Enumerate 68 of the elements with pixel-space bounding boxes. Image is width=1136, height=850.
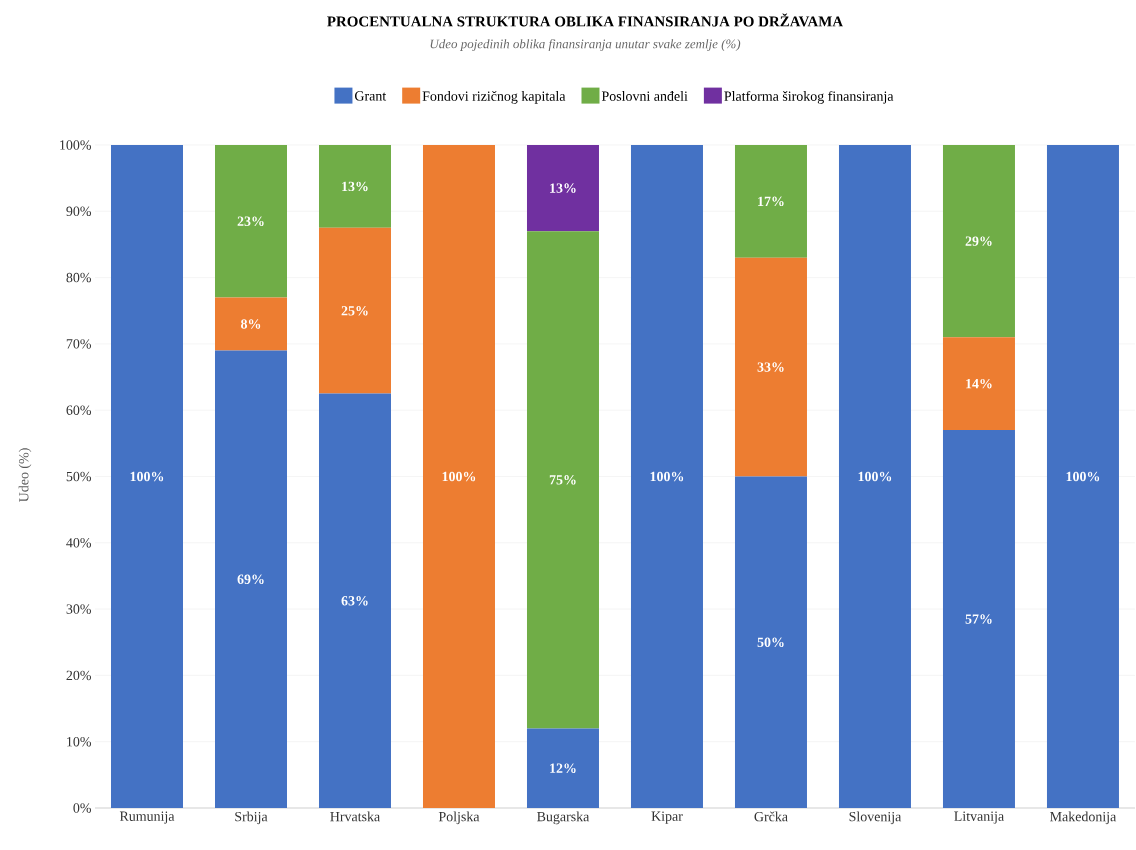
bar [942, 430, 1015, 808]
chart-title: PROCENTUALNA STRUKTURA OBLIKA FINANSIRANJA PO DRŽAVAMA [327, 13, 843, 27]
data-label: 57% [965, 614, 992, 624]
data-label: 100% [130, 471, 164, 482]
y-tick-label: 10% [67, 736, 91, 747]
bar [111, 144, 183, 808]
data-label: 13% [550, 183, 576, 193]
y-tick-label: 30% [66, 604, 91, 614]
legend-label: Grant [355, 91, 387, 101]
data-label: 100% [1066, 471, 1100, 482]
y-tick-label: 70% [66, 339, 91, 349]
legend-label: Fondovi rizičnog kapitala [422, 91, 566, 104]
chart-subtitle: Udeo pojedinih oblika finansiranja unutar svake zemlje (%) [430, 39, 741, 51]
bar [318, 227, 391, 394]
bar [734, 257, 807, 477]
bar [215, 297, 287, 351]
data-label: 33% [757, 362, 784, 372]
data-label: 25% [341, 306, 368, 316]
data-label: 100% [650, 471, 684, 482]
x-tick-label: Poljska [438, 811, 480, 825]
x-tick-label: Grčka [754, 811, 788, 822]
x-tick-label: Rumunija [119, 811, 175, 824]
data-label: 50% [757, 637, 784, 647]
data-label: 100% [442, 471, 476, 482]
data-label: 8% [241, 319, 261, 329]
y-axis-title: Udeo (%) [18, 448, 32, 502]
x-tick-label: Hrvatska [330, 811, 380, 822]
bar [526, 728, 599, 808]
legend-label: Platforma širokog finansiranja [724, 90, 894, 104]
y-tick-label: 90% [66, 206, 91, 217]
x-tick-label: Slovenija [849, 811, 902, 825]
bar [734, 476, 807, 808]
bar [318, 393, 391, 808]
x-tick-label: Kipar [651, 811, 683, 824]
bar [215, 144, 287, 298]
data-label: 13% [342, 181, 368, 192]
bar [838, 144, 911, 808]
x-tick-label: Litvanija [954, 811, 1004, 824]
data-label: 69% [237, 574, 264, 584]
bar [422, 144, 495, 808]
y-tick-label: 40% [66, 538, 91, 548]
data-label: 12% [550, 763, 576, 773]
bar [734, 144, 807, 258]
x-tick-label: Bugarska [537, 811, 590, 825]
bar [1046, 144, 1119, 808]
data-label: 17% [758, 196, 784, 207]
y-tick-label: 100% [60, 140, 91, 150]
legend-label: Poslovni anđeli [601, 91, 688, 101]
bar [526, 231, 599, 729]
data-label: 63% [341, 596, 368, 606]
x-tick-label: Srbija [235, 811, 268, 825]
data-label: 29% [965, 236, 992, 246]
data-label: 23% [237, 216, 264, 226]
y-tick-label: 20% [66, 670, 91, 681]
bar [526, 144, 599, 232]
bar [942, 337, 1015, 431]
data-label: 14% [966, 378, 992, 389]
y-tick-label: 60% [66, 405, 91, 415]
x-tick-label: Makedonija [1050, 811, 1117, 825]
bar [942, 144, 1015, 338]
bar [215, 350, 287, 808]
y-tick-label: 0% [73, 803, 91, 813]
bar [318, 144, 391, 228]
data-label: 100% [858, 471, 892, 482]
y-tick-label: 50% [66, 471, 91, 482]
bar [630, 144, 703, 808]
y-tick-label: 80% [66, 272, 91, 283]
data-label: 75% [549, 475, 576, 485]
